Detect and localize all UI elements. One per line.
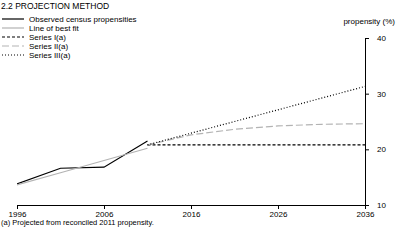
x-tick-mark	[104, 205, 105, 209]
x-tick-label: 2036	[357, 210, 375, 219]
plot-area	[17, 86, 365, 185]
chart: 2.2 PROJECTION METHOD propensity (%) 1996 2…	[0, 0, 397, 227]
title: 2.2 PROJECTION METHOD	[1, 1, 109, 11]
series-line	[148, 124, 366, 145]
legend-swatch	[2, 36, 24, 37]
legend-label: Series II(a)	[29, 42, 68, 51]
y-axis: 10 20 30 40	[365, 34, 386, 210]
y-tick-mark	[365, 205, 369, 206]
x-tick-mark	[191, 205, 192, 209]
legend-swatch	[2, 18, 24, 19]
y-axis-line	[365, 39, 366, 206]
legend-swatch	[2, 54, 24, 55]
legend: Observed census propensitiesLine of best…	[2, 15, 137, 60]
y-tick: 10	[365, 201, 386, 210]
x-tick: 2026	[270, 205, 288, 219]
series-line	[148, 144, 366, 145]
legend-swatch	[2, 45, 24, 46]
x-tick-mark	[17, 205, 18, 209]
y-tick: 30	[365, 90, 386, 99]
legend-swatch	[2, 27, 24, 28]
footnote: (a) Projected from reconciled 2011 prope…	[1, 218, 154, 227]
legend-label: Series I(a)	[29, 33, 66, 42]
x-tick: 1996	[9, 205, 27, 219]
x-tick-label: 2016	[183, 210, 201, 219]
y-tick-label: 30	[377, 90, 386, 99]
x-tick: 2016	[183, 205, 201, 219]
y-tick-label: 40	[377, 34, 386, 43]
y-tick-mark	[365, 38, 369, 39]
y-tick-mark	[365, 94, 369, 95]
y-axis-title: propensity (%)	[343, 17, 395, 26]
x-tick: 2036	[357, 205, 375, 219]
x-tick-label: 2026	[270, 210, 288, 219]
series-line	[17, 148, 148, 185]
legend-label: Series III(a)	[29, 51, 71, 60]
y-tick: 20	[365, 145, 386, 154]
legend-label: Observed census propensities	[29, 15, 137, 24]
series-line	[148, 86, 366, 144]
x-tick-mark	[278, 205, 279, 209]
series-line	[17, 141, 148, 184]
y-tick-mark	[365, 149, 369, 150]
y-tick-label: 20	[377, 145, 386, 154]
legend-label: Line of best fit	[29, 24, 80, 33]
y-tick-label: 10	[377, 201, 386, 210]
x-axis: 1996 2006 2016 2026 2036	[9, 205, 375, 219]
y-tick: 40	[365, 34, 386, 43]
x-tick: 2006	[96, 205, 114, 219]
